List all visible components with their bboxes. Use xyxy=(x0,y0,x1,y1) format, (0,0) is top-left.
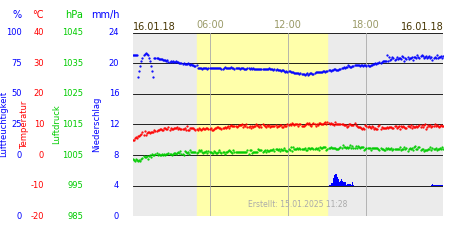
Text: 10: 10 xyxy=(34,120,44,129)
Text: Luftfeuchtigkeit: Luftfeuchtigkeit xyxy=(0,91,8,158)
Text: Temperatur: Temperatur xyxy=(20,100,29,148)
Text: 50: 50 xyxy=(11,89,22,98)
Bar xyxy=(329,185,330,186)
Bar xyxy=(436,185,437,186)
Text: mm/h: mm/h xyxy=(91,10,119,20)
Bar xyxy=(198,32,327,216)
Text: 985: 985 xyxy=(68,212,83,221)
Bar xyxy=(353,185,354,186)
Text: 20: 20 xyxy=(34,89,44,98)
Text: 1005: 1005 xyxy=(62,150,83,160)
Text: 4: 4 xyxy=(114,181,119,190)
Text: 0: 0 xyxy=(16,150,22,160)
Text: 12: 12 xyxy=(109,120,119,129)
Bar xyxy=(333,178,335,186)
Bar xyxy=(342,180,343,186)
Bar xyxy=(338,182,340,186)
Text: Niederschlag: Niederschlag xyxy=(92,97,101,152)
Bar xyxy=(334,176,336,186)
Text: -10: -10 xyxy=(31,181,44,190)
Text: 75: 75 xyxy=(11,58,22,68)
Bar xyxy=(341,179,342,186)
Bar xyxy=(331,183,333,186)
Bar xyxy=(343,182,345,186)
Bar xyxy=(332,185,334,186)
Bar xyxy=(442,185,444,186)
Bar xyxy=(347,184,349,186)
Text: Luftdruck: Luftdruck xyxy=(52,104,61,144)
Text: -20: -20 xyxy=(31,212,44,221)
Text: 25: 25 xyxy=(11,120,22,129)
Text: 1015: 1015 xyxy=(62,120,83,129)
Bar xyxy=(337,177,338,186)
Bar xyxy=(432,184,433,186)
Text: 40: 40 xyxy=(34,28,44,37)
Text: 16.01.18: 16.01.18 xyxy=(400,22,443,32)
Bar xyxy=(345,185,347,186)
Text: 0: 0 xyxy=(39,150,44,160)
Bar xyxy=(351,182,353,186)
Bar xyxy=(340,180,341,186)
Text: 1045: 1045 xyxy=(62,28,83,37)
Bar xyxy=(434,185,436,186)
Bar xyxy=(346,185,348,186)
Text: 1025: 1025 xyxy=(62,89,83,98)
Bar xyxy=(330,185,332,186)
Text: 24: 24 xyxy=(109,28,119,37)
Text: 20: 20 xyxy=(109,58,119,68)
Bar xyxy=(348,184,350,186)
Bar xyxy=(441,185,443,186)
Text: %: % xyxy=(13,10,22,20)
Bar xyxy=(338,179,339,186)
Text: Erstellt: 15.01.2025 11:28: Erstellt: 15.01.2025 11:28 xyxy=(248,200,347,209)
Bar xyxy=(344,182,346,186)
Text: 0: 0 xyxy=(114,212,119,221)
Bar xyxy=(335,174,337,186)
Text: °C: °C xyxy=(32,10,44,20)
Text: 30: 30 xyxy=(33,58,44,68)
Bar xyxy=(435,185,436,186)
Text: 16.01.18: 16.01.18 xyxy=(133,22,176,32)
Bar xyxy=(349,184,351,186)
Text: 0: 0 xyxy=(16,212,22,221)
Bar xyxy=(431,185,432,186)
Text: 8: 8 xyxy=(114,150,119,160)
Text: 100: 100 xyxy=(6,28,22,37)
Bar xyxy=(433,185,434,186)
Text: 1035: 1035 xyxy=(62,58,83,68)
Text: hPa: hPa xyxy=(65,10,83,20)
Text: 16: 16 xyxy=(108,89,119,98)
Text: 995: 995 xyxy=(68,181,83,190)
